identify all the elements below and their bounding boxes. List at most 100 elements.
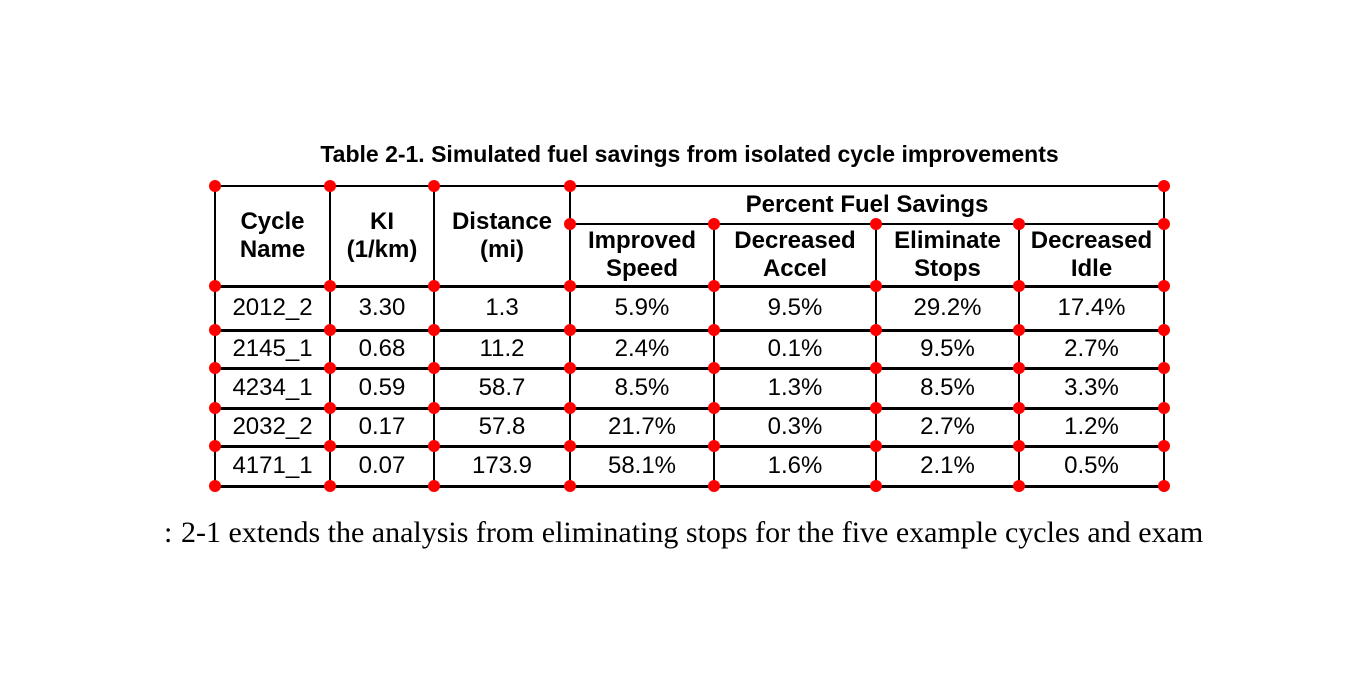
- grid-dot: [428, 280, 440, 292]
- header-line: Distance: [451, 207, 553, 235]
- cell-ki: 3.30: [329, 284, 435, 332]
- table-row: 2012_2 3.30 1.3 5.9% 9.5% 29.2% 17.4%: [214, 284, 1165, 332]
- grid-dot: [428, 324, 440, 336]
- cell-eliminate-stops: 9.5%: [875, 328, 1020, 370]
- header-line: (1/km): [346, 235, 418, 263]
- grid-dot: [870, 440, 882, 452]
- cell-eliminate-stops: 29.2%: [875, 284, 1020, 332]
- grid-dot: [428, 402, 440, 414]
- grid-dot: [708, 324, 720, 336]
- grid-dot: [324, 280, 336, 292]
- grid-dot: [428, 440, 440, 452]
- grid-dot: [209, 362, 221, 374]
- cell-decreased-accel: 9.5%: [713, 284, 877, 332]
- cell-improved-speed: 21.7%: [569, 406, 715, 448]
- grid-dot: [708, 402, 720, 414]
- cell-eliminate-stops: 8.5%: [875, 366, 1020, 410]
- cell-distance: 173.9: [433, 444, 571, 488]
- grid-dot: [1158, 480, 1170, 492]
- col-header-eliminate-stops: Eliminate Stops: [875, 223, 1020, 287]
- cell-decreased-idle: 3.3%: [1018, 366, 1165, 410]
- col-header-decreased-idle: Decreased Idle: [1018, 223, 1165, 287]
- cell-decreased-idle: 1.2%: [1018, 406, 1165, 448]
- header-line: Stops: [914, 254, 981, 282]
- grid-dot: [564, 218, 576, 230]
- cell-cycle-name: 2145_1: [214, 328, 331, 370]
- header-line: Speed: [605, 254, 679, 282]
- cell-improved-speed: 5.9%: [569, 284, 715, 332]
- grid-dot: [1013, 480, 1025, 492]
- col-header-cycle-name: Cycle Name: [214, 185, 331, 287]
- grid-dot: [209, 180, 221, 192]
- grid-dot: [209, 402, 221, 414]
- grid-dot: [324, 402, 336, 414]
- col-header-decreased-accel: Decreased Accel: [713, 223, 877, 287]
- cell-distance: 58.7: [433, 366, 571, 410]
- table-row: 4171_1 0.07 173.9 58.1% 1.6% 2.1% 0.5%: [214, 444, 1165, 488]
- cell-decreased-accel: 1.6%: [713, 444, 877, 488]
- grid-dot: [1158, 180, 1170, 192]
- grid-dot: [564, 324, 576, 336]
- header-line: KI: [370, 207, 394, 235]
- grid-dot: [564, 180, 576, 192]
- grid-dot: [870, 280, 882, 292]
- grid-dot: [209, 280, 221, 292]
- header-line: (mi): [480, 235, 524, 263]
- grid-dot: [1013, 324, 1025, 336]
- header-line: Idle: [1070, 254, 1113, 282]
- body-text-line: : 2-1 extends the analysis from eliminat…: [0, 516, 1366, 556]
- cell-cycle-name: 2032_2: [214, 406, 331, 448]
- grid-dot: [324, 324, 336, 336]
- grid-dot: [564, 362, 576, 374]
- grid-dot: [1158, 362, 1170, 374]
- cell-cycle-name: 2012_2: [214, 284, 331, 332]
- col-header-ki: KI (1/km): [329, 185, 435, 287]
- grid-dot: [870, 218, 882, 230]
- grid-dot: [1158, 280, 1170, 292]
- grid-dot: [324, 440, 336, 452]
- grid-dot: [209, 480, 221, 492]
- table-row: 2145_1 0.68 11.2 2.4% 0.1% 9.5% 2.7%: [214, 328, 1165, 370]
- table-row: 4234_1 0.59 58.7 8.5% 1.3% 8.5% 3.3%: [214, 366, 1165, 410]
- grid-dot: [564, 402, 576, 414]
- header-line: Cycle: [240, 207, 305, 235]
- header-line: Name: [239, 235, 306, 263]
- table-title: Table 2-1. Simulated fuel savings from i…: [320, 141, 1059, 167]
- grid-dot: [1013, 402, 1025, 414]
- grid-dot: [708, 362, 720, 374]
- cell-ki: 0.07: [329, 444, 435, 488]
- header-line: Eliminate: [894, 226, 1001, 254]
- grid-dot: [324, 362, 336, 374]
- grid-dot: [1158, 440, 1170, 452]
- cell-ki: 0.59: [329, 366, 435, 410]
- grid-dot: [1013, 362, 1025, 374]
- header-line: Accel: [762, 254, 828, 282]
- cell-distance: 1.3: [433, 284, 571, 332]
- cell-improved-speed: 8.5%: [569, 366, 715, 410]
- grid-dot: [209, 440, 221, 452]
- cell-eliminate-stops: 2.7%: [875, 406, 1020, 448]
- grid-dot: [870, 362, 882, 374]
- cell-decreased-idle: 17.4%: [1018, 284, 1165, 332]
- cell-decreased-idle: 0.5%: [1018, 444, 1165, 488]
- fuel-savings-table: Cycle Name KI (1/km) Distance (mi) Perce…: [214, 185, 1165, 488]
- col-header-improved-speed: Improved Speed: [569, 223, 715, 287]
- cell-ki: 0.17: [329, 406, 435, 448]
- grid-dot: [209, 324, 221, 336]
- grid-dot: [1013, 440, 1025, 452]
- cell-distance: 11.2: [433, 328, 571, 370]
- header-line: Decreased: [1030, 226, 1153, 254]
- grid-dot: [1013, 280, 1025, 292]
- header-line: Decreased: [734, 226, 856, 254]
- cell-decreased-accel: 1.3%: [713, 366, 877, 410]
- grid-dot: [870, 324, 882, 336]
- grid-dot: [708, 440, 720, 452]
- header-line: Improved: [587, 226, 697, 254]
- grid-dot: [1158, 218, 1170, 230]
- cell-cycle-name: 4171_1: [214, 444, 331, 488]
- grid-dot: [324, 480, 336, 492]
- col-header-distance: Distance (mi): [433, 185, 571, 287]
- grid-dot: [428, 480, 440, 492]
- cell-decreased-accel: 0.1%: [713, 328, 877, 370]
